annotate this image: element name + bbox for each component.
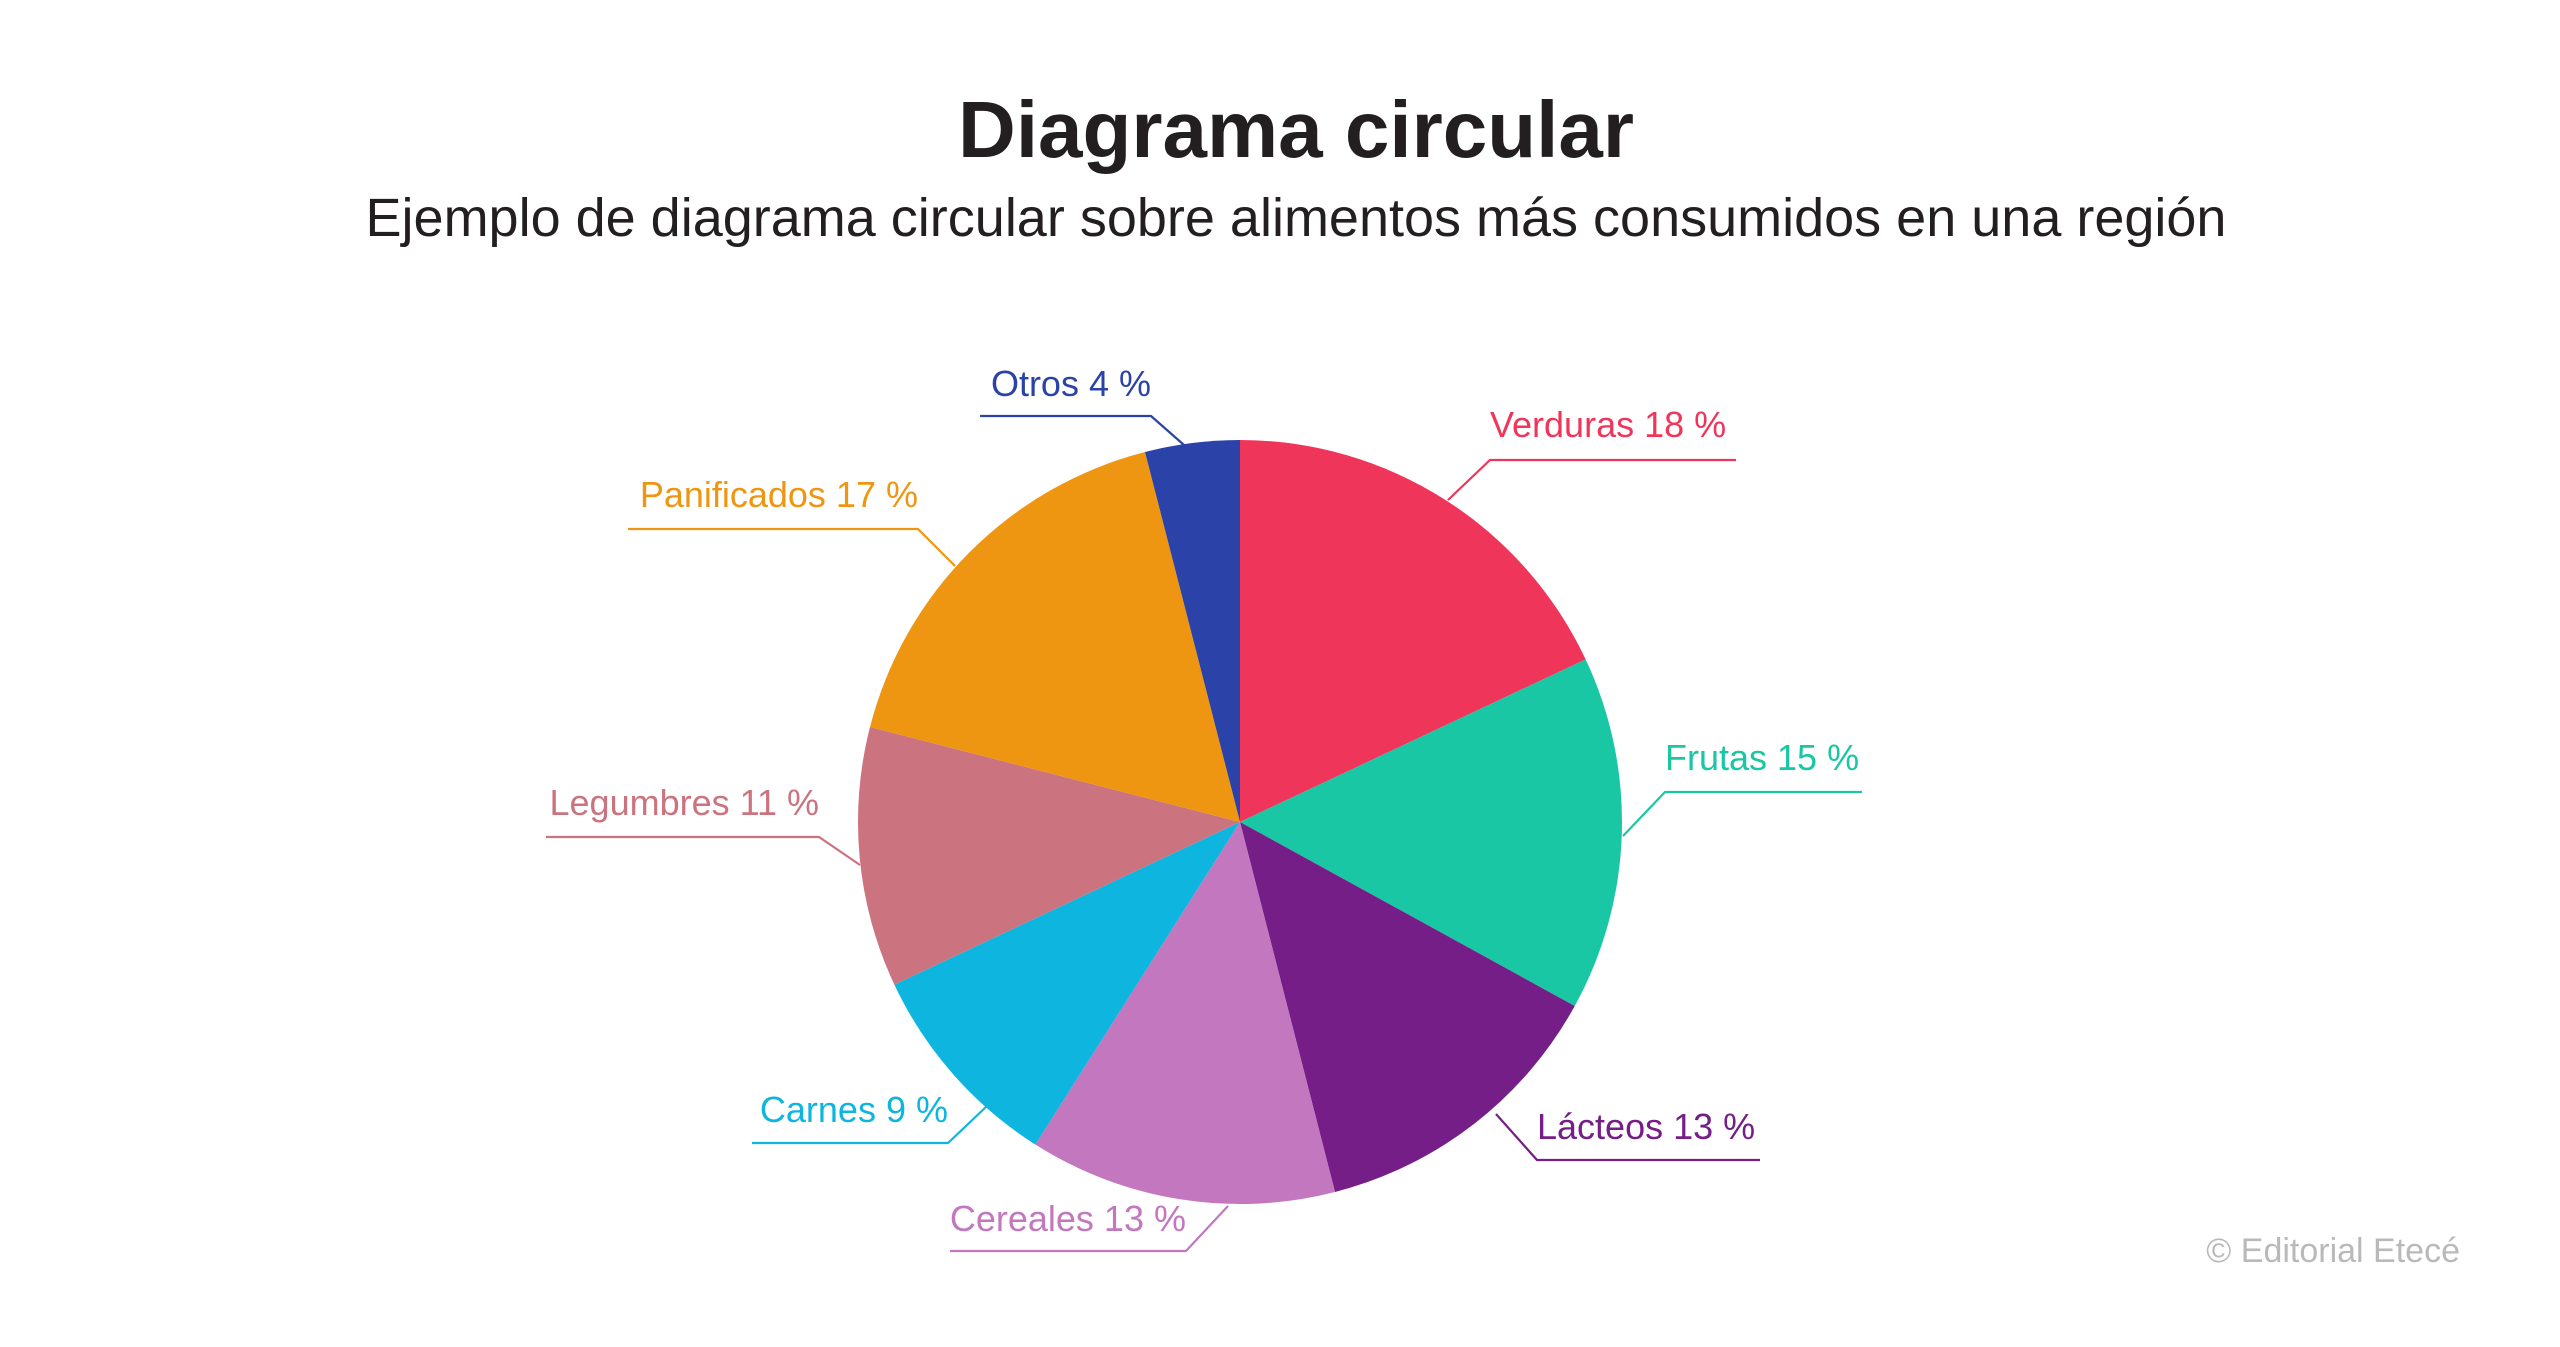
pie-slice-legumbres [858,727,1240,985]
pie-slice-panificados [870,452,1240,822]
slice-label-panificados: Panificados 17 % [640,474,918,515]
leader-line-verduras [1447,458,1736,501]
leader-line-frutas [1622,790,1862,837]
pie-slice-verduras [1240,440,1586,822]
chart-title: Diagrama circular [958,85,1634,174]
pie-slice-carnes [894,822,1240,1145]
pie-slice-cereales [1035,822,1335,1205]
chart-subtitle: Ejemplo de diagrama circular sobre alime… [365,188,2227,248]
pie-slice-lacteos [1240,822,1575,1192]
leader-line-otros [980,414,1185,446]
slice-label-carnes: Carnes 9 % [760,1089,948,1130]
slice-label-otros: Otros 4 % [991,363,1151,404]
leader-line-carnes [752,1105,988,1145]
slice-label-cereales: Cereales 13 % [950,1198,1186,1239]
leader-line-legumbres [546,835,861,866]
leader-line-panificados [628,527,956,567]
pie-slice-otros [1145,440,1240,822]
copyright-watermark: © Editorial Etecé [2206,1232,2460,1270]
leader-line-lacteos [1495,1113,1760,1162]
leader-line-cereales [950,1205,1229,1253]
slice-label-lacteos: Lácteos 13 % [1537,1106,1755,1147]
slice-label-legumbres: Legumbres 11 % [550,782,820,823]
slice-label-frutas: Frutas 15 % [1665,737,1859,778]
pie-slice-frutas [1240,659,1622,1007]
slice-label-verduras: Verduras 18 % [1490,404,1726,445]
